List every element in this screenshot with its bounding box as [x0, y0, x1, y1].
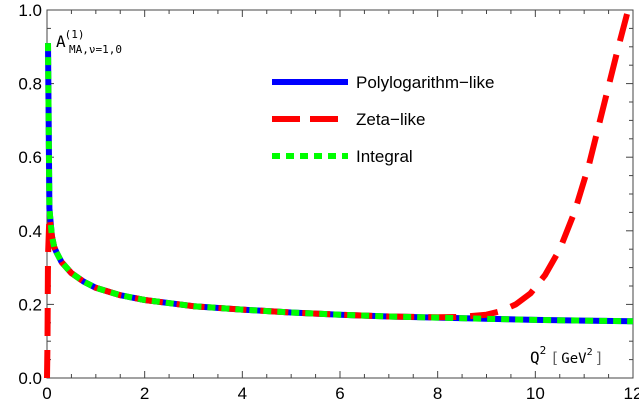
y-tick-label: 1.0 — [18, 1, 42, 20]
x-tick-label: 0 — [42, 384, 51, 403]
series-line-2 — [45, 43, 634, 325]
y-tick-label: 0.6 — [18, 148, 42, 167]
x-tick-label: 6 — [335, 384, 344, 403]
legend-label-2: Integral — [356, 147, 413, 166]
y-tick-label: 0.4 — [18, 222, 42, 241]
x-tick-label: 4 — [238, 384, 247, 403]
x-axis-label: Q2[GeV2] — [530, 344, 604, 367]
legend-label-1: Zeta−like — [356, 110, 425, 129]
y-tick-label: 0.8 — [18, 75, 42, 94]
y-tick-label: 0.2 — [18, 295, 42, 314]
series-line-1 — [44, 9, 632, 379]
legend: Polylogarithm−like Zeta−like Integral — [272, 73, 494, 166]
legend-label-0: Polylogarithm−like — [356, 73, 494, 92]
x-tick-label: 8 — [433, 384, 442, 403]
x-tick-label: 2 — [140, 384, 149, 403]
y-tick-label: 0.0 — [18, 369, 42, 388]
x-tick-label: 12 — [624, 384, 639, 403]
y-axis-label: A(1) MA,ν=1,0 — [56, 28, 122, 56]
x-tick-label: 10 — [526, 384, 545, 403]
